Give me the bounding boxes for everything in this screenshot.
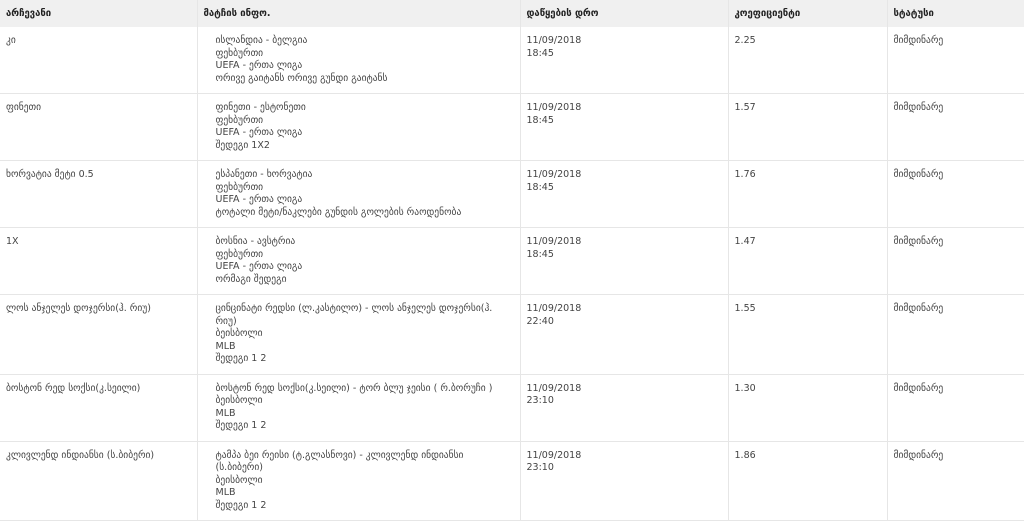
start-time: 11/09/2018 18:45 <box>520 93 729 161</box>
start-time: 11/09/2018 18:45 <box>520 227 729 295</box>
status: მიმდინარე <box>887 441 1024 521</box>
status: მიმდინარე <box>887 374 1024 442</box>
start-time: 11/09/2018 18:45 <box>520 27 729 94</box>
bet-row: კი ისლანდია - ბელგია ფეხბურთი UEFA - ერთა ლ… <box>0 27 1024 94</box>
choice: ბოსტონ რედ სოქსი(კ.სეილი) <box>0 374 198 442</box>
date: 11/09/2018 <box>526 382 582 394</box>
match-info: ესპანეთი - ხორვატია ფეხბურთი UEFA - ერთა ლ… <box>197 160 521 228</box>
start-time: 11/09/2018 18:45 <box>520 160 729 228</box>
match-line: ფინეთი - ესტონეთი <box>215 102 306 113</box>
date: 11/09/2018 <box>526 449 582 461</box>
date: 11/09/2018 <box>526 102 582 113</box>
match-line: MLB <box>215 407 236 419</box>
match-line: ტამპა ბეი რეისი (ტ.გლასნოვი) - კლივლენდ … <box>215 449 464 474</box>
choice: ხორვატია მეტი 0.5 <box>0 160 198 228</box>
start-time: 11/09/2018 23:10 <box>520 441 729 521</box>
choice: ლოს ანჯელეს დოჯერსი(ჰ. რიუ) <box>0 294 198 375</box>
column-header: კოეფიციენტი <box>728 0 888 27</box>
match-info: ტამპა ბეი რეისი (ტ.გლასნოვი) - კლივლენდ … <box>197 441 521 521</box>
odds: 1.55 <box>728 294 888 375</box>
match-line: UEFA - ერთა ლიგა <box>215 261 303 272</box>
match-line: შედეგი 1X2 <box>215 139 270 151</box>
match-line: ბეისბოლი <box>215 395 263 406</box>
time: 23:10 <box>526 462 554 473</box>
date: 11/09/2018 <box>526 169 582 180</box>
bet-row: ლოს ანჯელეს დოჯერსი(ჰ. რიუ) ცინცინატი რედ… <box>0 294 1024 375</box>
choice: კლივლენდ ინდიანსი (ს.ბიბერი) <box>0 441 198 521</box>
match-line: ბოსნია - ავსტრია <box>215 236 296 247</box>
header-row: არჩევანი მატჩის ინფო. დაწყების დრო კოეფიციე… <box>0 0 1024 27</box>
match-line: ისლანდია - ბელგია <box>215 35 308 46</box>
column-header: მატჩის ინფო. <box>197 0 521 27</box>
date: 11/09/2018 <box>526 303 582 314</box>
match-line: ესპანეთი - ხორვატია <box>215 169 313 180</box>
column-header: არჩევანი <box>0 0 198 27</box>
match-line: UEFA - ერთა ლიგა <box>215 194 303 205</box>
match-line: ორივე გაიტანს ორივე გუნდი გაიტანს <box>215 72 388 84</box>
odds: 1.57 <box>728 93 888 161</box>
time: 22:40 <box>526 315 554 327</box>
status: მიმდინარე <box>887 93 1024 161</box>
match-info: ბოსტონ რედ სოქსი(კ.სეილი) - ტორ ბლუ ჯეის… <box>197 374 521 442</box>
odds: 1.86 <box>728 441 888 521</box>
bet-row: ხორვატია მეტი 0.5 ესპანეთი - ხორვატია ფეხბ… <box>0 160 1024 228</box>
match-line: შედეგი 1 2 <box>215 420 267 431</box>
time: 23:10 <box>526 395 554 406</box>
choice: ფინეთი <box>0 93 198 161</box>
odds: 1.76 <box>728 160 888 228</box>
time: 18:45 <box>526 47 554 59</box>
choice: კი <box>0 27 198 94</box>
bet-row: ფინეთი ფინეთი - ესტონეთი ფეხბურთი UEFA - ერ… <box>0 93 1024 161</box>
time: 18:45 <box>526 181 554 193</box>
date: 11/09/2018 <box>526 236 582 247</box>
match-info: ისლანდია - ბელგია ფეხბურთი UEFA - ერთა ლიგ… <box>197 27 521 94</box>
bet-row: კლივლენდ ინდიანსი (ს.ბიბერი) ტამპა ბეი რე… <box>0 441 1024 521</box>
match-line: ფეხბურთი <box>215 47 264 59</box>
match-line: MLB <box>215 487 236 498</box>
match-line: ფეხბურთი <box>215 248 264 260</box>
match-line: შედეგი 1 2 <box>215 353 267 364</box>
status: მიმდინარე <box>887 227 1024 295</box>
odds: 1.30 <box>728 374 888 442</box>
column-header: დაწყების დრო <box>520 0 729 27</box>
match-line: ორმაგი შედეგი <box>215 273 287 285</box>
match-line: MLB <box>215 340 236 352</box>
odds: 2.25 <box>728 27 888 94</box>
date: 11/09/2018 <box>526 35 582 46</box>
time: 18:45 <box>526 248 554 260</box>
time: 18:45 <box>526 114 554 126</box>
bet-row: 1X ბოსნია - ავსტრია ფეხბურთი UEFA - ერთა ლი… <box>0 227 1024 295</box>
match-line: ფეხბურთი <box>215 114 264 126</box>
match-line: ტოტალი მეტი/ნაკლები გუნდის გოლების რაოდე… <box>215 206 462 218</box>
match-line: UEFA - ერთა ლიგა <box>215 60 303 71</box>
odds: 1.47 <box>728 227 888 295</box>
match-line: ბეისბოლი <box>215 328 263 339</box>
match-info: ბოსნია - ავსტრია ფეხბურთი UEFA - ერთა ლიგა… <box>197 227 521 295</box>
bet-row: ბოსტონ რედ სოქსი(კ.სეილი) ბოსტონ რედ სოქს… <box>0 374 1024 442</box>
match-line: ბოსტონ რედ სოქსი(კ.სეილი) - ტორ ბლუ ჯეის… <box>215 382 493 394</box>
match-info: ფინეთი - ესტონეთი ფეხბურთი UEFA - ერთა ლიგ… <box>197 93 521 161</box>
match-line: ფეხბურთი <box>215 181 264 193</box>
match-line: UEFA - ერთა ლიგა <box>215 127 303 138</box>
match-line: ცინცინატი რედსი (ლ.კასტილო) - ლოს ანჯელე… <box>215 303 493 327</box>
status: მიმდინარე <box>887 294 1024 375</box>
match-line: ბეისბოლი <box>215 474 263 486</box>
status: მიმდინარე <box>887 160 1024 228</box>
match-info: ცინცინატი რედსი (ლ.კასტილო) - ლოს ანჯელე… <box>197 294 521 375</box>
table-body: კი ისლანდია - ბელგია ფეხბურთი UEFA - ერთა ლ… <box>0 27 1024 521</box>
choice: 1X <box>0 227 198 295</box>
start-time: 11/09/2018 22:40 <box>520 294 729 375</box>
match-line: შედეგი 1 2 <box>215 499 267 511</box>
column-header: სტატუსი <box>887 0 1024 27</box>
start-time: 11/09/2018 23:10 <box>520 374 729 442</box>
status: მიმდინარე <box>887 27 1024 94</box>
